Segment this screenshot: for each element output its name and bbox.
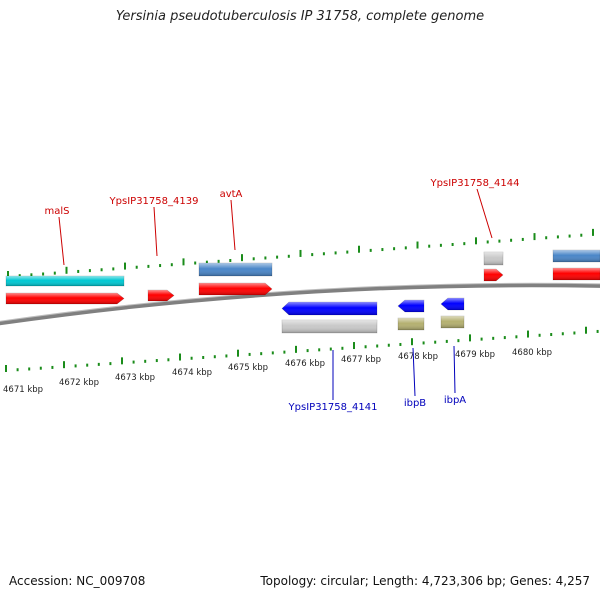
leader-line — [153, 206, 158, 257]
feature-right-gene — [552, 249, 600, 263]
leader-line — [476, 188, 493, 239]
feature-malS-gene — [5, 275, 125, 287]
feature-track — [5, 249, 600, 334]
feature-4141-cds — [281, 301, 378, 316]
scale-label: 4680 kbp — [512, 348, 552, 358]
genome-backbone — [0, 283, 600, 326]
gene-label-top: YpsIP31758_4144 — [430, 178, 520, 189]
scale-label: 4675 kbp — [228, 363, 268, 373]
feature-right-cds — [552, 267, 600, 281]
scale-labels: 4671 kbp 4672 kbp 4673 kbp 4674 kbp 4675 kbp… — [3, 348, 552, 395]
feature-4141-gene — [281, 319, 378, 334]
gene-label-bottom: ibpB — [404, 398, 426, 409]
scale-label: 4672 kbp — [59, 378, 99, 388]
leader-line — [58, 216, 65, 266]
scale-label: 4671 kbp — [3, 385, 43, 395]
feature-avtA-cds — [198, 282, 273, 296]
feature-avtA-gene — [198, 262, 273, 277]
accession-text: Accession: NC_009708 — [9, 574, 146, 588]
genome-summary: Topology: circular; Length: 4,723,306 bp… — [260, 574, 590, 588]
feature-4139-cds — [147, 289, 175, 302]
gene-labels: malS YpsIP31758_4139 avtA YpsIP31758_4144 Yp… — [45, 178, 520, 413]
scale-label: 4679 kbp — [455, 350, 495, 360]
leader-line — [453, 345, 456, 394]
feature-4144-cds — [483, 268, 504, 282]
feature-ibpB-gene — [397, 317, 425, 331]
gene-label-top: YpsIP31758_4139 — [109, 196, 199, 207]
feature-4144-gene — [483, 251, 504, 266]
feature-ibpA-gene — [440, 315, 465, 329]
scale-label: 4676 kbp — [285, 359, 325, 369]
gene-label-bottom: ibpA — [444, 395, 466, 406]
scale-label: 4674 kbp — [172, 368, 212, 378]
feature-ibpA-cds — [440, 297, 465, 311]
feature-ibpB-cds — [397, 299, 425, 313]
leader-line — [412, 347, 416, 397]
lower-tick-track — [5, 326, 599, 372]
scale-label: 4673 kbp — [115, 373, 155, 383]
gene-label-bottom: YpsIP31758_4141 — [288, 402, 378, 413]
scale-label: 4678 kbp — [398, 352, 438, 362]
gene-label-top: malS — [45, 206, 70, 217]
gene-label-top: avtA — [220, 189, 243, 200]
map-title: Yersinia pseudotuberculosis IP 31758, co… — [115, 9, 485, 24]
feature-malS-cds — [5, 292, 125, 305]
upper-tick-track — [7, 228, 594, 278]
scale-label: 4677 kbp — [341, 355, 381, 365]
leader-line — [230, 199, 236, 251]
